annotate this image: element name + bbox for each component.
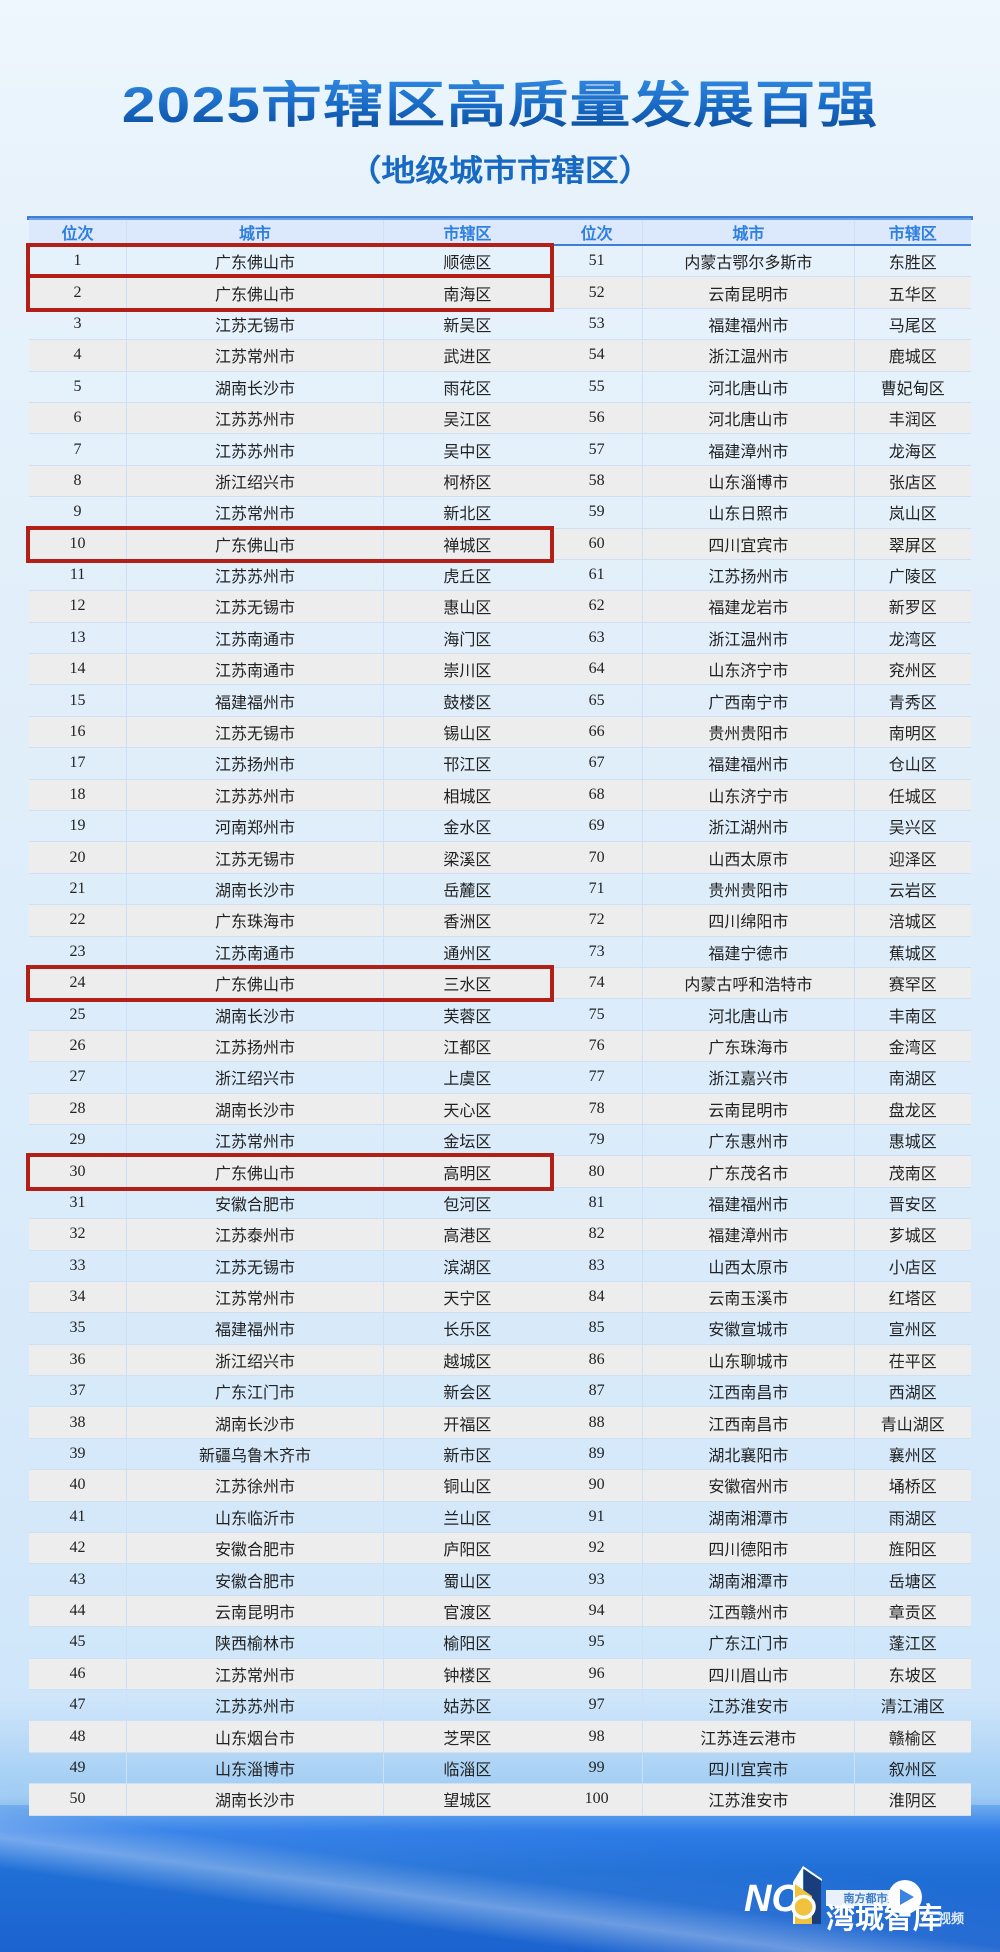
svg-text:湾城智库: 湾城智库 [826,1901,942,1935]
svg-text:视频: 视频 [938,1911,964,1926]
svg-text:NC: NC [744,1878,799,1920]
